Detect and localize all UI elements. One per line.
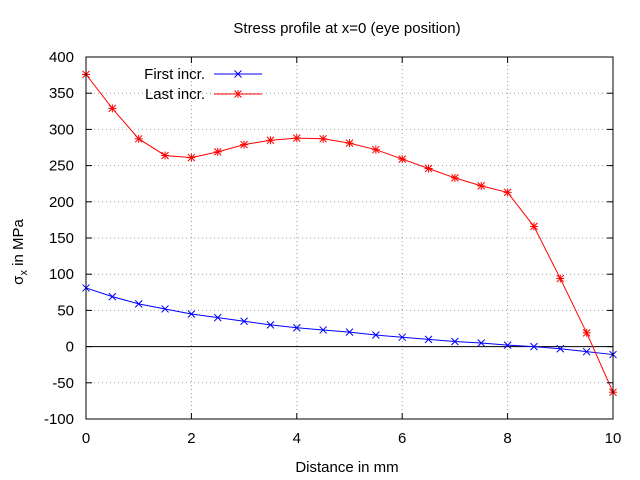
data-point bbox=[450, 173, 459, 182]
y-axis-label-rest: in MPa bbox=[10, 219, 27, 271]
y-axis-label: σx in MPa bbox=[10, 219, 30, 285]
x-tick-label: 2 bbox=[187, 430, 195, 447]
data-point bbox=[530, 342, 538, 351]
data-point bbox=[161, 305, 169, 313]
data-point bbox=[556, 274, 565, 283]
data-point bbox=[529, 222, 538, 231]
plot-area-border bbox=[85, 56, 614, 420]
legend: First incr. Last incr. bbox=[144, 66, 262, 103]
x-tick-label: 6 bbox=[398, 430, 406, 447]
data-point bbox=[371, 145, 380, 154]
x-axis-label: Distance in mm bbox=[295, 459, 398, 476]
series-line bbox=[85, 287, 614, 356]
series-layer bbox=[82, 70, 617, 397]
y-axis-label-base: σ bbox=[10, 275, 27, 285]
series-line bbox=[85, 74, 614, 393]
data-point bbox=[556, 344, 565, 353]
data-point bbox=[292, 134, 301, 143]
y-tick-label: -50 bbox=[52, 375, 74, 392]
x-tick-label: 8 bbox=[503, 430, 511, 447]
x-tick-label: 4 bbox=[293, 430, 301, 447]
data-point bbox=[451, 337, 459, 346]
data-point bbox=[503, 341, 512, 350]
data-point bbox=[292, 323, 301, 332]
data-point bbox=[424, 164, 433, 173]
data-point bbox=[266, 321, 275, 329]
legend-marker bbox=[234, 70, 242, 78]
y-tick-label: 300 bbox=[49, 121, 74, 138]
y-tick-label: 250 bbox=[49, 158, 74, 175]
axis-ticks: -100 -50 0 50 100 150 200 250 300 350 400 0 2 4 6 8 10 bbox=[44, 49, 621, 447]
y-tick-label: 200 bbox=[49, 194, 74, 211]
data-point bbox=[134, 300, 143, 308]
data-point bbox=[477, 339, 486, 347]
data-point bbox=[213, 313, 222, 322]
y-tick-label: 350 bbox=[49, 85, 74, 102]
data-point bbox=[345, 328, 354, 336]
data-point bbox=[319, 134, 328, 143]
y-tick-label: -100 bbox=[44, 411, 74, 428]
data-point bbox=[108, 292, 117, 301]
data-point bbox=[582, 347, 591, 356]
x-tick-label: 10 bbox=[605, 430, 622, 447]
data-point bbox=[266, 136, 275, 145]
data-point bbox=[319, 326, 328, 334]
data-point bbox=[503, 188, 512, 197]
y-axis-label-subscript: x bbox=[18, 270, 30, 276]
data-point bbox=[398, 333, 407, 342]
data-point bbox=[398, 155, 407, 164]
y-tick-label: 0 bbox=[66, 339, 74, 356]
data-point bbox=[477, 181, 486, 190]
data-point bbox=[134, 134, 143, 143]
data-point bbox=[345, 139, 354, 148]
data-point bbox=[161, 151, 170, 160]
data-point bbox=[424, 335, 433, 344]
y-tick-label: 100 bbox=[49, 266, 74, 283]
data-point bbox=[371, 331, 380, 339]
data-point bbox=[187, 153, 196, 162]
legend-marker bbox=[234, 90, 242, 98]
y-tick-label: 50 bbox=[57, 302, 74, 319]
data-point bbox=[187, 310, 196, 318]
data-point bbox=[240, 317, 248, 326]
legend-label: Last incr. bbox=[145, 86, 205, 103]
data-point bbox=[108, 104, 117, 113]
data-point bbox=[582, 328, 591, 337]
grid-lines bbox=[86, 57, 613, 419]
data-point bbox=[213, 147, 222, 156]
y-tick-label: 150 bbox=[49, 230, 74, 247]
x-tick-label: 0 bbox=[82, 430, 90, 447]
chart-title: Stress profile at x=0 (eye position) bbox=[233, 20, 460, 37]
legend-label: First incr. bbox=[144, 66, 205, 83]
data-point bbox=[240, 140, 249, 149]
y-tick-label: 400 bbox=[49, 49, 74, 66]
